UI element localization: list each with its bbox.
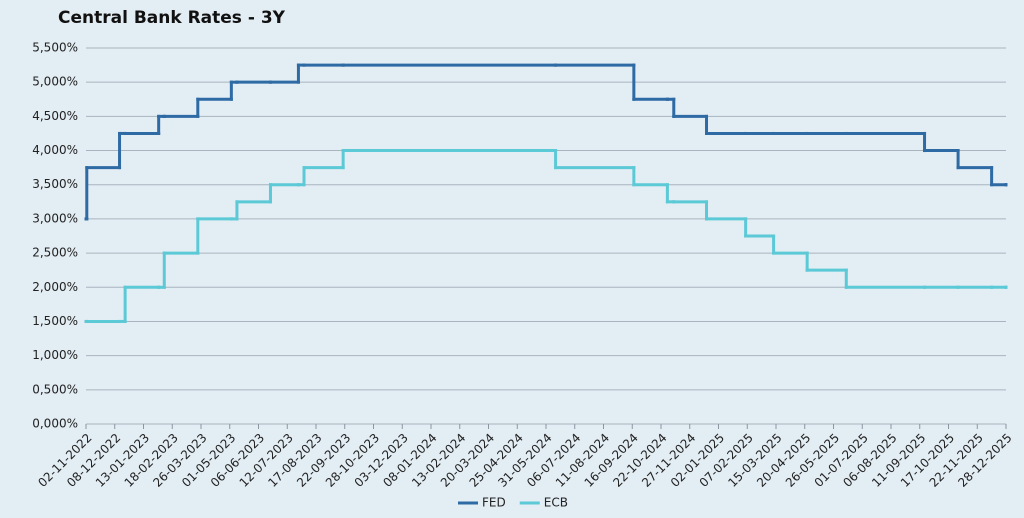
series-line [84,149,1008,323]
y-tick-label: 1,500% [32,314,78,328]
y-tick-label: 0,500% [32,382,78,396]
y-tick-label: 2,500% [32,246,78,260]
y-tick-label: 4,500% [32,109,78,123]
y-tick-label: 4,000% [32,143,78,157]
y-tick-label: 2,000% [32,280,78,294]
y-tick-label: 3,500% [32,177,78,191]
y-tick-label: 0,000% [32,417,78,431]
series-line [84,63,1008,221]
y-tick-label: 3,000% [32,211,78,225]
chart-title: Central Bank Rates - 3Y [58,8,286,28]
y-tick-label: 5,000% [32,75,78,89]
y-tick-label: 5,500% [32,41,78,55]
legend-label: ECB [544,496,568,510]
legend-label: FED [482,496,506,510]
y-tick-label: 1,000% [32,348,78,362]
